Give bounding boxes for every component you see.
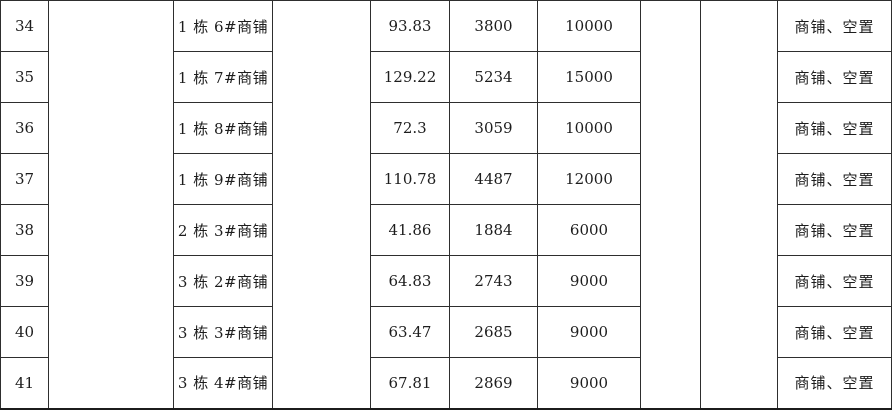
- area-cell: 63.47: [370, 306, 450, 358]
- area-cell: 67.81: [370, 357, 450, 409]
- unit-price-cell: 4487: [449, 153, 538, 205]
- status-cell: 商铺、空置: [777, 204, 892, 256]
- table-row: 40 3 栋 3#商铺 63.47 2685 9000 商铺、空置: [0, 306, 892, 358]
- unit-name-cell: 1 栋 8#商铺: [173, 102, 273, 154]
- status-cell: 商铺、空置: [777, 306, 892, 358]
- merged-empty-cell-d: [700, 0, 778, 409]
- row-number-cell: 40: [0, 306, 49, 358]
- total-price-cell: 15000: [537, 51, 641, 103]
- unit-price-cell: 3800: [449, 0, 538, 52]
- status-cell: 商铺、空置: [777, 255, 892, 307]
- area-cell: 129.22: [370, 51, 450, 103]
- row-number-cell: 38: [0, 204, 49, 256]
- total-price-cell: 10000: [537, 0, 641, 52]
- row-number-cell: 36: [0, 102, 49, 154]
- unit-name-cell: 1 栋 9#商铺: [173, 153, 273, 205]
- area-cell: 41.86: [370, 204, 450, 256]
- total-price-cell: 12000: [537, 153, 641, 205]
- unit-price-cell: 3059: [449, 102, 538, 154]
- total-price-cell: 6000: [537, 204, 641, 256]
- table-row: 38 2 栋 3#商铺 41.86 1884 6000 商铺、空置: [0, 204, 892, 256]
- area-cell: 64.83: [370, 255, 450, 307]
- status-cell: 商铺、空置: [777, 51, 892, 103]
- unit-name-cell: 1 栋 6#商铺: [173, 0, 273, 52]
- unit-price-cell: 2685: [449, 306, 538, 358]
- unit-price-cell: 2743: [449, 255, 538, 307]
- table-row: 36 1 栋 8#商铺 72.3 3059 10000 商铺、空置: [0, 102, 892, 154]
- merged-empty-cell-c: [640, 0, 701, 409]
- unit-name-cell: 3 栋 2#商铺: [173, 255, 273, 307]
- unit-price-cell: 2869: [449, 357, 538, 409]
- total-price-cell: 9000: [537, 255, 641, 307]
- table-row: 35 1 栋 7#商铺 129.22 5234 15000 商铺、空置: [0, 51, 892, 103]
- area-cell: 93.83: [370, 0, 450, 52]
- unit-price-cell: 1884: [449, 204, 538, 256]
- row-number-cell: 34: [0, 0, 49, 52]
- unit-price-cell: 5234: [449, 51, 538, 103]
- row-number-cell: 39: [0, 255, 49, 307]
- total-price-cell: 10000: [537, 102, 641, 154]
- merged-empty-cell-b: [272, 0, 371, 409]
- unit-name-cell: 1 栋 7#商铺: [173, 51, 273, 103]
- merged-empty-cell-a: [48, 0, 174, 409]
- table-row: 41 3 栋 4#商铺 67.81 2869 9000 商铺、空置: [0, 357, 892, 409]
- table-row: 39 3 栋 2#商铺 64.83 2743 9000 商铺、空置: [0, 255, 892, 307]
- total-price-cell: 9000: [537, 357, 641, 409]
- status-cell: 商铺、空置: [777, 102, 892, 154]
- unit-name-cell: 3 栋 3#商铺: [173, 306, 273, 358]
- status-cell: 商铺、空置: [777, 0, 892, 52]
- row-number-cell: 35: [0, 51, 49, 103]
- unit-name-cell: 3 栋 4#商铺: [173, 357, 273, 409]
- area-cell: 110.78: [370, 153, 450, 205]
- status-cell: 商铺、空置: [777, 153, 892, 205]
- area-cell: 72.3: [370, 102, 450, 154]
- row-number-cell: 41: [0, 357, 49, 409]
- row-number-cell: 37: [0, 153, 49, 205]
- status-cell: 商铺、空置: [777, 357, 892, 409]
- unit-name-cell: 2 栋 3#商铺: [173, 204, 273, 256]
- total-price-cell: 9000: [537, 306, 641, 358]
- table-row: 37 1 栋 9#商铺 110.78 4487 12000 商铺、空置: [0, 153, 892, 205]
